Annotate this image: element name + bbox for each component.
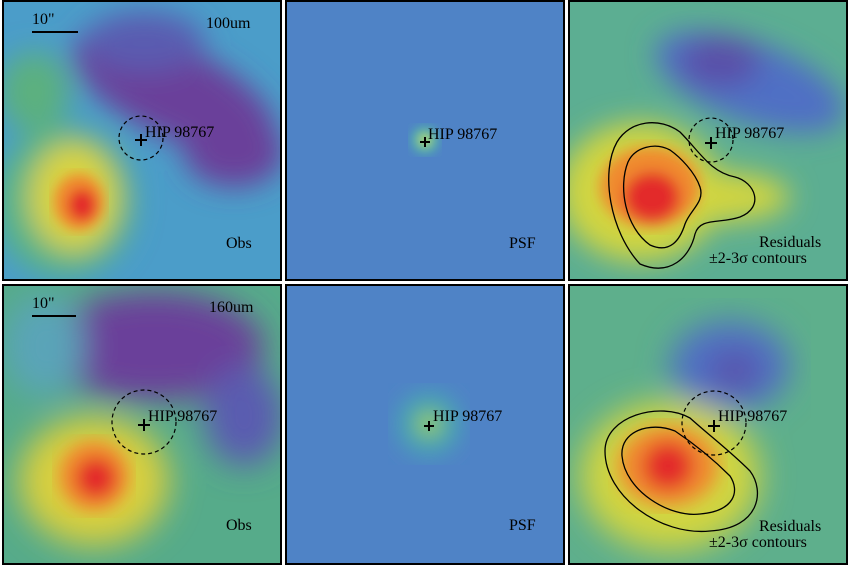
scale-bar-label: 10" bbox=[32, 11, 55, 28]
panel-label: Obs bbox=[226, 517, 252, 534]
psf-100um-image bbox=[287, 2, 563, 279]
panel-label-2: ±2-3σ contours bbox=[709, 534, 807, 551]
panel-psf-160um: HIP 98767 PSF bbox=[285, 284, 565, 565]
panel-obs-160um: 10" 160um HIP 98767 Obs bbox=[2, 284, 282, 565]
panel-obs-100um: 10" 100um HIP 98767 Obs bbox=[2, 0, 282, 281]
obs-160um-image bbox=[4, 286, 280, 563]
panel-label: Obs bbox=[226, 235, 252, 252]
star-label: HIP 98767 bbox=[715, 125, 785, 142]
panel-residuals-160um: HIP 98767 Residuals ±2-3σ contours bbox=[568, 284, 848, 565]
band-label: 160um bbox=[209, 299, 254, 316]
panel-label: PSF bbox=[509, 517, 536, 534]
star-label: HIP 98767 bbox=[145, 124, 215, 141]
scale-bar-label: 10" bbox=[32, 295, 55, 312]
panel-psf-100um: HIP 98767 PSF bbox=[285, 0, 565, 281]
panel-label: Residuals bbox=[759, 234, 822, 251]
panel-label-2: ±2-3σ contours bbox=[709, 250, 807, 267]
psf-160um-image bbox=[287, 286, 563, 563]
star-label: HIP 98767 bbox=[428, 126, 498, 143]
star-label: HIP 98767 bbox=[433, 408, 503, 425]
panel-residuals-100um: HIP 98767 Residuals ±2-3σ contours bbox=[568, 0, 848, 281]
star-label: HIP 98767 bbox=[148, 408, 218, 425]
panel-label: Residuals bbox=[759, 518, 822, 535]
band-label: 100um bbox=[206, 15, 251, 32]
star-label: HIP 98767 bbox=[718, 408, 788, 425]
residuals-100um-image bbox=[570, 2, 846, 279]
residuals-160um-image bbox=[570, 286, 846, 563]
obs-100um-image bbox=[4, 2, 280, 279]
panel-label: PSF bbox=[509, 235, 536, 252]
